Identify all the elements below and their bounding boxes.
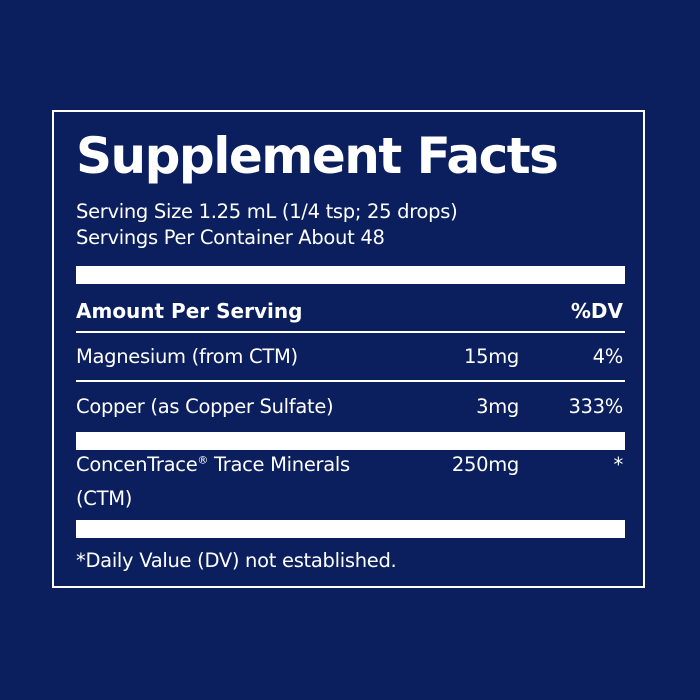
panel-title: Supplement Facts — [76, 127, 559, 185]
registered-mark: ® — [197, 453, 209, 467]
amount-per-serving-header: Amount Per Serving — [76, 299, 303, 323]
footnote: *Daily Value (DV) not established. — [76, 549, 397, 572]
serving-size: Serving Size 1.25 mL (1/4 tsp; 25 drops) — [76, 200, 458, 223]
servings-per-container: Servings Per Container About 48 — [76, 226, 385, 249]
nutrient-name: Copper (as Copper Sulfate) — [76, 395, 334, 418]
nutrient-name: ConcenTrace® Trace Minerals — [76, 452, 350, 478]
supplement-facts-panel: Supplement Facts Serving Size 1.25 mL (1… — [52, 110, 645, 588]
header-divider — [76, 331, 625, 333]
nutrient-dv: * — [613, 453, 624, 476]
nutrient-dv: 4% — [592, 345, 624, 368]
nutrient-name-part2: Trace Minerals — [208, 453, 350, 476]
nutrient-amount: 15mg — [464, 345, 519, 368]
nutrient-name-line2: (CTM) — [76, 487, 133, 510]
nutrient-dv: 333% — [568, 395, 623, 418]
nutrient-amount: 250mg — [451, 453, 519, 476]
thick-divider — [76, 432, 625, 450]
nutrient-name: Magnesium (from CTM) — [76, 345, 298, 368]
thick-divider — [76, 266, 625, 284]
nutrient-amount: 3mg — [476, 395, 519, 418]
nutrient-name-part1: ConcenTrace — [76, 453, 198, 476]
row-divider — [76, 380, 625, 382]
thick-divider — [76, 520, 625, 538]
daily-value-header: %DV — [570, 299, 623, 323]
